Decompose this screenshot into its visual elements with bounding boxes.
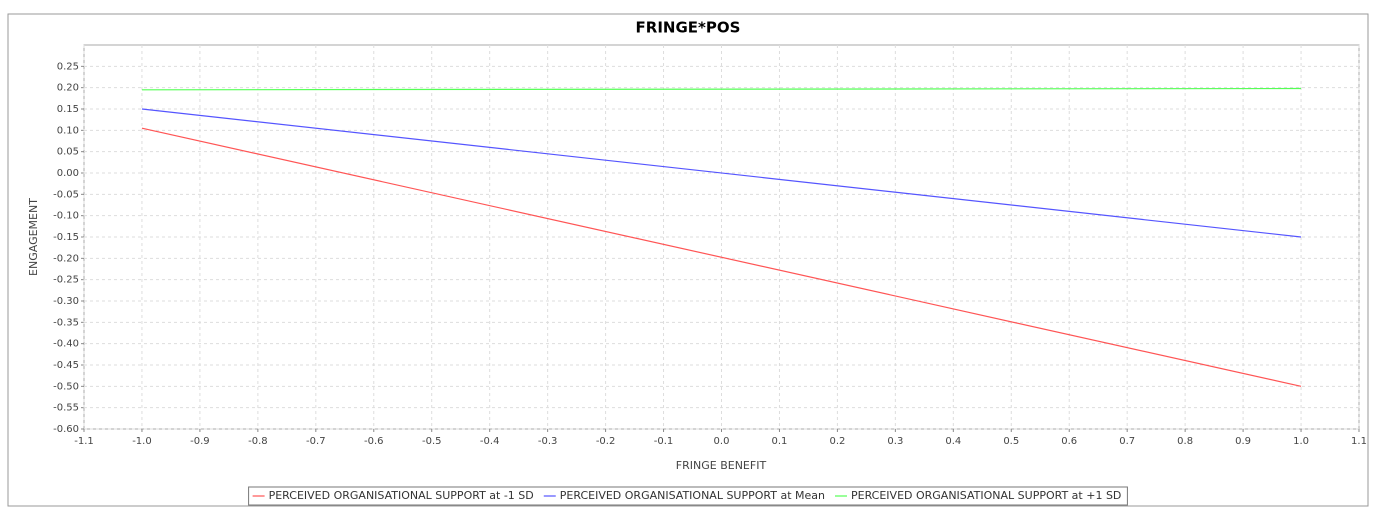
y-tick-label: -0.40 bbox=[53, 339, 79, 350]
x-tick-label: 0.5 bbox=[1003, 436, 1019, 447]
x-tick-label: -0.3 bbox=[538, 436, 558, 447]
legend-label: PERCEIVED ORGANISATIONAL SUPPORT at Mean bbox=[560, 489, 825, 502]
series-line bbox=[141, 127, 1302, 387]
chart-title: FRINGE*POS bbox=[636, 19, 741, 37]
y-tick-label: -0.50 bbox=[53, 381, 79, 392]
x-tick-label: 1.1 bbox=[1351, 436, 1367, 447]
x-tick-label: -1.1 bbox=[74, 436, 94, 447]
y-tick-label: 0.00 bbox=[57, 168, 79, 179]
x-tick-label: -0.9 bbox=[190, 436, 210, 447]
x-tick-label: -0.5 bbox=[422, 436, 442, 447]
x-tick-label: -0.2 bbox=[596, 436, 616, 447]
legend-label: PERCEIVED ORGANISATIONAL SUPPORT at -1 S… bbox=[269, 489, 534, 502]
x-tick-label: 0.2 bbox=[829, 436, 845, 447]
y-tick-label: -0.35 bbox=[53, 317, 79, 328]
y-tick-label: -0.05 bbox=[53, 189, 79, 200]
x-axis-label: FRINGE BENEFIT bbox=[676, 459, 767, 472]
y-tick-label: -0.20 bbox=[53, 253, 79, 264]
x-tick-label: -0.8 bbox=[248, 436, 268, 447]
series-line bbox=[141, 87, 1302, 91]
series-line bbox=[141, 108, 1302, 238]
y-tick-label: -0.60 bbox=[53, 424, 79, 435]
x-tick-label: 0.1 bbox=[772, 436, 788, 447]
x-tick-label: 0.6 bbox=[1061, 436, 1077, 447]
y-tick-label: -0.25 bbox=[53, 275, 79, 286]
x-tick-label: -1.0 bbox=[132, 436, 152, 447]
x-tick-label: -0.4 bbox=[480, 436, 500, 447]
y-tick-label: 0.25 bbox=[57, 61, 79, 72]
y-tick-label: 0.10 bbox=[57, 125, 79, 136]
x-tick-label: -0.1 bbox=[654, 436, 674, 447]
x-tick-label: -0.6 bbox=[364, 436, 384, 447]
y-tick-label: -0.10 bbox=[53, 211, 79, 222]
y-tick-label: -0.15 bbox=[53, 232, 79, 243]
legend-label: PERCEIVED ORGANISATIONAL SUPPORT at +1 S… bbox=[851, 489, 1121, 502]
x-tick-label: 0.0 bbox=[714, 436, 730, 447]
x-tick-label: -0.7 bbox=[306, 436, 326, 447]
x-tick-label: 0.3 bbox=[887, 436, 903, 447]
y-tick-label: 0.05 bbox=[57, 147, 79, 158]
y-tick-label: 0.15 bbox=[57, 104, 79, 115]
x-tick-label: 0.4 bbox=[945, 436, 961, 447]
x-tick-label: 0.8 bbox=[1177, 436, 1193, 447]
x-tick-label: 0.9 bbox=[1235, 436, 1251, 447]
y-tick-label: -0.45 bbox=[53, 360, 79, 371]
x-tick-label: 1.0 bbox=[1293, 436, 1309, 447]
x-tick-label: 0.7 bbox=[1119, 436, 1135, 447]
y-tick-label: 0.20 bbox=[57, 83, 79, 94]
y-tick-label: -0.30 bbox=[53, 296, 79, 307]
legend bbox=[248, 486, 1128, 506]
y-tick-label: -0.55 bbox=[53, 403, 79, 414]
y-axis-label: ENGAGEMENT bbox=[27, 198, 40, 276]
